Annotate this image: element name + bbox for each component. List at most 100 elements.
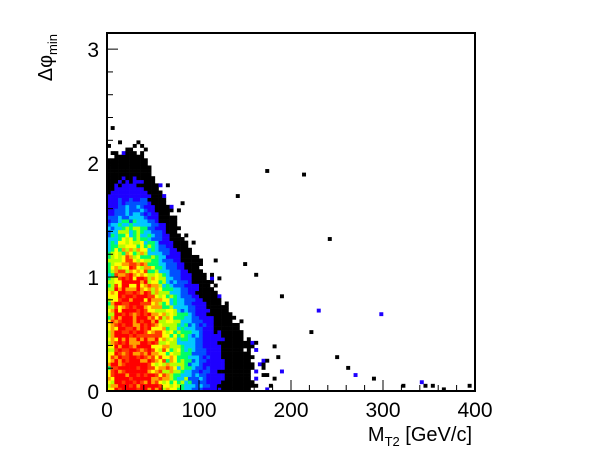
heatmap-cell <box>173 294 178 299</box>
heatmap-cell <box>158 330 163 335</box>
heatmap-cell <box>371 376 376 381</box>
heatmap-cell <box>129 322 134 327</box>
heatmap-cell <box>202 369 207 374</box>
heatmap-cell <box>121 179 126 184</box>
heatmap-cell <box>158 297 163 302</box>
heatmap-cell <box>151 183 156 188</box>
heatmap-cell <box>199 322 203 327</box>
heatmap-cell <box>195 269 200 274</box>
heatmap-cell <box>129 348 134 352</box>
heatmap-cell <box>110 290 115 295</box>
heatmap-cell <box>125 380 130 385</box>
heatmap-cell <box>154 233 159 238</box>
heatmap-cell <box>162 380 167 385</box>
heatmap-cell <box>158 233 163 238</box>
x-tick-label: 400 <box>457 399 492 422</box>
heatmap-cell <box>176 305 181 309</box>
heatmap-cell <box>162 280 167 284</box>
heatmap-cell <box>180 337 185 342</box>
heatmap-cell <box>184 240 189 245</box>
heatmap-cell <box>136 201 141 206</box>
heatmap-cell <box>136 305 141 309</box>
heatmap-cell <box>224 337 229 342</box>
heatmap-cell <box>129 355 134 360</box>
heatmap-cell <box>114 319 119 324</box>
heatmap-cell <box>184 340 189 345</box>
heatmap-cell <box>254 376 259 381</box>
heatmap-cell <box>169 247 174 252</box>
heatmap-cell <box>125 358 130 363</box>
heatmap-cell <box>121 194 126 198</box>
heatmap-cell <box>187 247 192 252</box>
heatmap-cell <box>151 262 156 266</box>
heatmap-cell <box>246 365 251 370</box>
heatmap-cell <box>129 287 134 292</box>
heatmap-cell <box>147 312 152 317</box>
heatmap-cell <box>125 340 130 345</box>
heatmap-cell <box>140 254 145 259</box>
heatmap-cell <box>154 229 159 234</box>
heatmap-cell <box>195 287 200 292</box>
heatmap-cell <box>140 244 145 249</box>
heatmap-cell <box>118 172 123 177</box>
heatmap-cell <box>118 269 123 274</box>
heatmap-cell <box>118 262 123 266</box>
heatmap-cell <box>114 179 119 184</box>
heatmap-cell <box>140 369 145 374</box>
heatmap-cell <box>165 290 170 295</box>
heatmap-cell <box>136 297 141 302</box>
heatmap-cell <box>187 330 192 335</box>
heatmap-cell <box>121 154 126 159</box>
heatmap-cell <box>114 265 119 270</box>
heatmap-cell <box>169 383 174 388</box>
heatmap-cell <box>136 308 141 313</box>
heatmap-cell <box>129 362 134 367</box>
heatmap-cell <box>114 254 119 259</box>
heatmap-cell <box>110 383 115 388</box>
heatmap-cell <box>327 237 332 241</box>
heatmap-cell <box>147 269 152 274</box>
heatmap-cell <box>110 165 115 170</box>
heatmap-cell <box>187 258 192 263</box>
heatmap-cell <box>110 208 115 213</box>
heatmap-cell <box>246 380 251 385</box>
heatmap-cell <box>246 369 251 374</box>
heatmap-cell <box>187 326 192 331</box>
heatmap-cell <box>210 337 215 342</box>
heatmap-cell <box>169 276 174 281</box>
heatmap-cell <box>162 351 167 356</box>
heatmap-cell <box>261 365 266 370</box>
heatmap-cell <box>121 326 126 331</box>
heatmap-cell <box>158 204 163 209</box>
heatmap-cell <box>162 337 167 342</box>
heatmap-cell <box>118 247 123 252</box>
heatmap-cell <box>165 226 170 231</box>
heatmap-cell <box>118 176 123 181</box>
heatmap-cell <box>221 340 226 345</box>
heatmap-cell <box>132 348 137 352</box>
heatmap-cell <box>121 344 126 349</box>
heatmap-cell <box>199 383 203 388</box>
heatmap-cell <box>143 194 148 198</box>
heatmap-cell <box>125 179 130 184</box>
heatmap-cell <box>151 272 156 277</box>
heatmap-cell <box>195 258 200 263</box>
heatmap-cell <box>187 355 192 360</box>
heatmap-cell <box>107 240 111 245</box>
heatmap-cell <box>129 147 134 152</box>
heatmap-cell <box>132 158 137 163</box>
heatmap-cell <box>217 348 222 352</box>
heatmap-cell <box>132 179 137 184</box>
heatmap-cell <box>191 358 196 363</box>
heatmap-cell <box>202 344 207 349</box>
heatmap-cell <box>147 240 152 245</box>
heatmap-cell <box>110 226 115 231</box>
heatmap-cell <box>162 376 167 381</box>
heatmap-cell <box>107 362 111 367</box>
heatmap-cell <box>176 337 181 342</box>
heatmap-cell <box>162 315 167 320</box>
heatmap-cell <box>221 355 226 360</box>
heatmap-cell <box>169 369 174 374</box>
heatmap-cell <box>199 326 203 331</box>
heatmap-cell <box>187 383 192 388</box>
